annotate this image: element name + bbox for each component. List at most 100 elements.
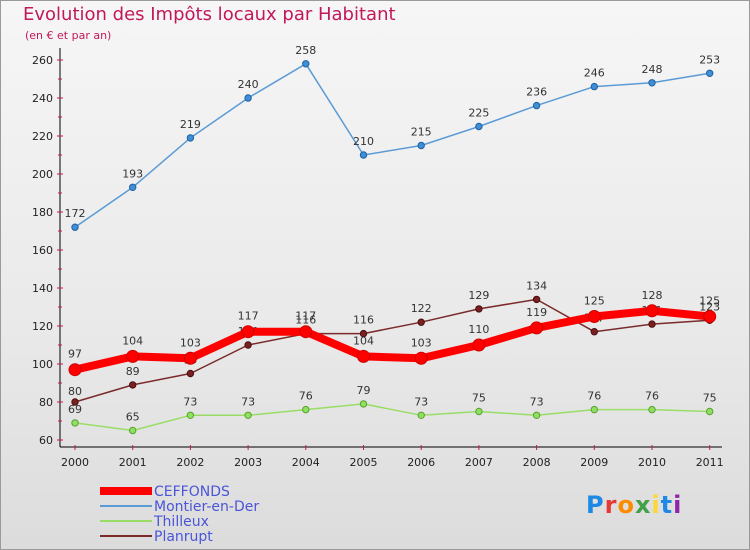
- data-point: [587, 310, 601, 323]
- y-tick-label: 220: [32, 130, 53, 143]
- y-tick-label: 140: [32, 282, 53, 295]
- data-label: 253: [699, 53, 720, 66]
- series-line-thilleux: [74, 403, 710, 432]
- data-point: [414, 351, 428, 365]
- data-label: 80: [68, 385, 82, 398]
- data-label: 129: [468, 289, 489, 302]
- data-point: [71, 419, 79, 427]
- data-point: [241, 325, 255, 339]
- data-point: [532, 101, 541, 110]
- y-tick-label: 200: [32, 168, 53, 181]
- data-point: [71, 398, 79, 406]
- legend-label: Montier-en-Der: [154, 499, 259, 515]
- y-tick-label: 180: [32, 206, 53, 219]
- logo-letter: r: [604, 491, 618, 519]
- data-point: [244, 411, 252, 419]
- logo-letter: x: [634, 491, 652, 519]
- logo-letter: i: [673, 491, 683, 519]
- data-label: 240: [238, 78, 259, 91]
- data-label: 89: [126, 365, 140, 378]
- data-label: 119: [526, 306, 547, 319]
- data-label: 104: [122, 334, 143, 347]
- data-label: 97: [68, 348, 82, 361]
- data-label: 258: [295, 44, 316, 57]
- proxiti-logo: Proxiti: [586, 491, 682, 519]
- data-label: 76: [587, 390, 601, 403]
- data-point: [590, 405, 598, 414]
- data-label: 219: [180, 118, 201, 131]
- data-label: 172: [65, 207, 86, 220]
- data-label: 75: [703, 392, 717, 405]
- data-point: [648, 320, 656, 328]
- data-label: 65: [126, 411, 140, 424]
- x-tick-label: 2002: [176, 456, 204, 469]
- data-point: [532, 295, 541, 304]
- data-label: 73: [241, 395, 255, 408]
- series-line-montier-en-der: [74, 63, 710, 228]
- data-label: 76: [299, 390, 313, 403]
- data-point: [648, 79, 656, 87]
- y-tick-label: 100: [32, 358, 53, 371]
- data-label: 225: [468, 107, 489, 120]
- data-point: [129, 381, 137, 389]
- legend-label: Thilleux: [153, 514, 209, 530]
- data-point: [302, 60, 310, 68]
- data-point: [302, 405, 310, 414]
- data-label: 134: [526, 279, 547, 292]
- x-tick-label: 2004: [292, 456, 320, 469]
- data-point: [244, 94, 252, 102]
- legend-label: CEFFONDS: [154, 484, 230, 500]
- data-point: [417, 411, 425, 419]
- data-label: 79: [357, 384, 371, 397]
- data-label: 122: [411, 302, 432, 315]
- data-label: 69: [68, 403, 82, 416]
- x-tick-label: 2003: [234, 456, 262, 469]
- data-label: 76: [645, 390, 659, 403]
- y-tick-label: 60: [39, 434, 53, 447]
- data-point: [475, 305, 483, 313]
- y-tick-label: 260: [32, 54, 53, 67]
- data-label: 73: [414, 395, 428, 408]
- x-tick-label: 2008: [523, 456, 551, 469]
- data-point: [475, 122, 483, 131]
- data-label: 123: [699, 300, 720, 313]
- data-point: [186, 411, 195, 419]
- data-point: [706, 69, 714, 78]
- y-tick-label: 160: [32, 244, 53, 257]
- data-label: 125: [699, 295, 720, 308]
- data-point: [417, 318, 425, 326]
- data-label: 246: [584, 67, 605, 80]
- data-label: 110: [468, 323, 489, 336]
- data-point: [129, 183, 137, 192]
- data-point: [71, 223, 79, 231]
- data-label: 103: [180, 336, 201, 349]
- x-tick-label: 2011: [696, 456, 724, 469]
- data-point: [590, 82, 598, 91]
- chart-subtitle: (en € et par an): [25, 29, 112, 42]
- logo-letter: o: [617, 491, 635, 519]
- data-point: [645, 304, 659, 318]
- data-label: 210: [353, 135, 374, 148]
- data-point: [472, 338, 486, 352]
- logo-letter: i: [651, 491, 661, 519]
- data-point: [183, 351, 197, 365]
- data-label: 117: [238, 310, 259, 323]
- chart-title: Evolution des Impôts locaux par Habitant: [23, 4, 396, 25]
- data-label: 117: [295, 310, 316, 323]
- x-tick-label: 2006: [407, 456, 435, 469]
- data-label: 215: [411, 126, 432, 139]
- data-point: [475, 407, 483, 416]
- data-point: [129, 426, 137, 435]
- data-label: 236: [526, 86, 547, 99]
- data-label: 128: [642, 289, 663, 302]
- data-point: [299, 325, 313, 339]
- data-label: 125: [584, 295, 605, 308]
- data-label: 116: [353, 314, 374, 327]
- data-label: 248: [642, 63, 663, 76]
- data-label: 116: [295, 314, 316, 327]
- data-point: [357, 349, 370, 363]
- x-tick-label: 2010: [638, 456, 666, 469]
- series-line-ceffonds: [74, 306, 711, 374]
- x-tick-label: 2005: [350, 456, 378, 469]
